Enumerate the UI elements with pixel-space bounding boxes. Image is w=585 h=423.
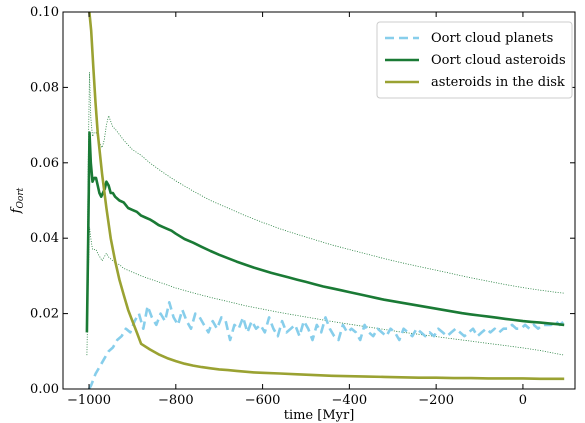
plot-area	[85, 12, 566, 389]
legend-box	[376, 21, 573, 99]
bound-line-2	[86, 226, 565, 356]
bounds-layer	[86, 72, 565, 356]
y-tick-label: 0.10	[30, 5, 59, 20]
x-tick-label: −800	[158, 393, 194, 408]
x-tick-label: −600	[245, 393, 281, 408]
legend-label-1: Oort cloud planets	[431, 31, 553, 46]
x-axis-label: time [Myr]	[284, 408, 355, 423]
legend-label-2: Oort cloud asteroids	[431, 53, 566, 68]
legend-label-3: asteroids in the disk	[431, 75, 565, 90]
y-axis-label: fOort	[9, 187, 26, 214]
y-axis-label-main: f	[9, 206, 24, 214]
y-tick-label: 0.00	[30, 382, 59, 397]
x-tick-label: −400	[332, 393, 368, 408]
y-tick-label: 0.06	[30, 156, 59, 171]
x-axis-ticks: −1000 −800 −600 −400 −200 0	[67, 12, 527, 408]
y-tick-label: 0.08	[30, 80, 59, 95]
series-layer	[85, 12, 566, 389]
series-line-2	[85, 131, 565, 333]
legend: Oort cloud planets Oort cloud asteroids as…	[376, 21, 573, 99]
x-tick-label: −200	[418, 393, 454, 408]
y-axis-ticks: 0.00 0.02 0.04 0.06 0.08 0.10	[30, 5, 575, 397]
series-line-3	[88, 12, 565, 381]
x-tick-label: 0	[519, 393, 527, 408]
y-tick-label: 0.04	[30, 231, 59, 246]
y-tick-label: 0.02	[30, 307, 59, 322]
plot-frame	[62, 11, 576, 390]
y-axis-label-subscript: Oort	[16, 187, 26, 208]
series-line-1	[87, 301, 566, 389]
x-tick-label: −1000	[67, 393, 111, 408]
